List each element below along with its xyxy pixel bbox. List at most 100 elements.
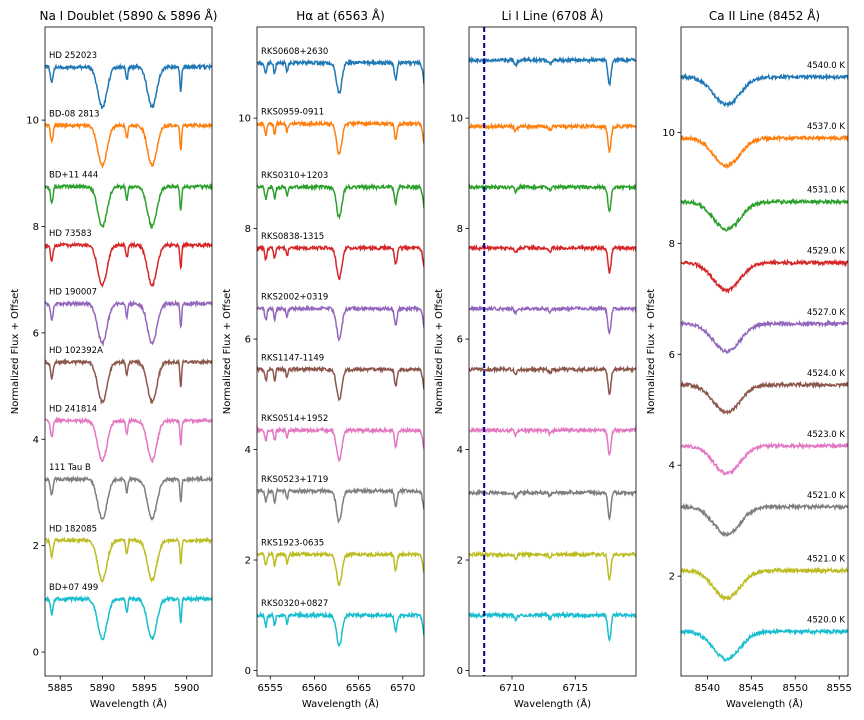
spectrum-line <box>45 536 212 583</box>
x-tick-label: 5885 <box>47 683 72 694</box>
x-tick-label: 8550 <box>783 683 808 694</box>
series-label: HD 73583 <box>49 229 92 239</box>
x-tick-label: 6555 <box>258 683 283 694</box>
spectrum-line <box>469 364 636 396</box>
spectrum-line <box>45 240 212 288</box>
y-tick-label: 10 <box>26 116 39 127</box>
axes-frame <box>44 26 213 677</box>
y-tick-label: 8 <box>33 222 39 233</box>
series-label: 4521.0 K <box>807 555 845 565</box>
x-tick-label: 6565 <box>346 683 371 694</box>
y-axis-label: Normalized Flux + Offset <box>434 289 445 415</box>
y-tick-label: 2 <box>669 572 675 583</box>
spectrum-line <box>45 474 212 521</box>
series-label: RKS1147-1149 <box>261 353 324 363</box>
y-tick-label: 10 <box>662 128 675 139</box>
y-tick-label: 10 <box>450 114 463 125</box>
y-tick-label: 8 <box>669 239 675 250</box>
spectrum-line <box>469 55 636 87</box>
spectrum-line <box>681 566 848 603</box>
panel-title: Ca II Line (8452 Å) <box>709 8 820 23</box>
panel-3: Li I Line (6708 Å) 6710 6715 0 2 4 6 8 10 Wavelen… <box>434 8 637 710</box>
spectrum-line <box>469 488 636 521</box>
x-tick-label: 6710 <box>499 683 524 694</box>
spectrum-line <box>45 299 212 347</box>
panel-title: Li I Line (6708 Å) <box>502 8 604 23</box>
panel-title: Na I Doublet (5890 & 5896 Å) <box>40 8 218 23</box>
spectrum-line <box>681 197 848 232</box>
series-label: 4521.0 K <box>807 491 845 501</box>
y-tick-label: 8 <box>457 224 463 235</box>
y-tick-label: 6 <box>245 335 251 346</box>
y-tick-label: 2 <box>33 541 39 552</box>
spectrum-line <box>45 121 212 169</box>
series-label: 4537.0 K <box>807 122 845 132</box>
spectrum-line <box>257 486 424 525</box>
y-tick-label: 4 <box>669 461 675 472</box>
y-tick-label: 0 <box>245 666 251 677</box>
spectrum-line <box>257 610 424 648</box>
spectrum-line <box>469 182 636 213</box>
series-label: 111 Tau B <box>49 463 91 473</box>
spectrum-line <box>257 365 424 402</box>
spectrum-line <box>257 119 424 156</box>
y-tick-label: 10 <box>238 114 251 125</box>
y-tick-label: 4 <box>457 445 463 456</box>
spectrum-line <box>469 243 636 274</box>
spectrum-line <box>45 416 212 464</box>
y-tick-label: 4 <box>33 435 39 446</box>
spectrum-line <box>681 502 848 538</box>
y-tick-label: 8 <box>245 224 251 235</box>
x-tick-label: 6560 <box>302 683 327 694</box>
series-label: 4540.0 K <box>807 61 845 71</box>
x-tick-label: 8555 <box>826 683 851 694</box>
spectrum-line <box>257 182 424 221</box>
spectrum-line <box>469 610 636 643</box>
series-label: BD-08 2813 <box>49 109 100 119</box>
spectrum-line <box>469 122 636 153</box>
spectrum-line <box>257 58 424 95</box>
series-label: 4527.0 K <box>807 308 845 318</box>
x-tick-label: 8540 <box>695 683 720 694</box>
spectrum-line <box>257 425 424 463</box>
y-axis-label: Normalized Flux + Offset <box>222 289 233 415</box>
x-axis-label: Wavelength (Å) <box>302 697 379 710</box>
y-tick-label: 0 <box>33 648 39 659</box>
y-tick-label: 6 <box>33 328 39 339</box>
y-tick-label: 2 <box>245 556 251 567</box>
series-label: 4529.0 K <box>807 247 845 257</box>
x-tick-label: 5900 <box>174 683 199 694</box>
spectrum-line <box>469 426 636 456</box>
y-axis-label: Normalized Flux + Offset <box>646 289 657 415</box>
series-label: HD 102392A <box>49 346 103 356</box>
series-label: HD 190007 <box>49 288 97 298</box>
spectrum-line <box>681 319 848 355</box>
series-label: RKS2002+0319 <box>261 293 328 303</box>
panel-4: Ca II Line (8452 Å) 4540.0 K 4537.0 K 4531.… <box>646 8 852 710</box>
series-label: RKS0608+2630 <box>261 47 328 57</box>
spectrum-line <box>681 441 848 477</box>
series-label: RKS0310+1203 <box>261 171 328 181</box>
series-label: HD 241814 <box>49 405 97 415</box>
spectrum-line <box>257 550 424 587</box>
spectrum-line <box>257 304 424 343</box>
spectrum-line <box>257 243 424 281</box>
panel-2: Hα at (6563 Å) RKS0608+2630 RKS0959-0911 RK… <box>222 8 425 710</box>
y-tick-label: 6 <box>457 335 463 346</box>
series-label: RKS0838-1315 <box>261 232 324 242</box>
spectrum-line <box>681 627 848 663</box>
axes-frame <box>468 26 637 677</box>
spectrum-line <box>45 62 212 110</box>
x-tick-label: 5895 <box>132 683 157 694</box>
series-label: 4531.0 K <box>807 186 845 196</box>
spectrum-line <box>681 258 848 295</box>
y-tick-label: 2 <box>457 556 463 567</box>
axes-frame <box>680 26 849 677</box>
series-label: 4520.0 K <box>807 616 845 626</box>
x-tick-label: 6715 <box>563 683 588 694</box>
x-tick-label: 8545 <box>739 683 764 694</box>
series-label: RKS0320+0827 <box>261 599 328 609</box>
y-tick-label: 0 <box>457 666 463 677</box>
series-label: BD+07 499 <box>49 583 98 593</box>
